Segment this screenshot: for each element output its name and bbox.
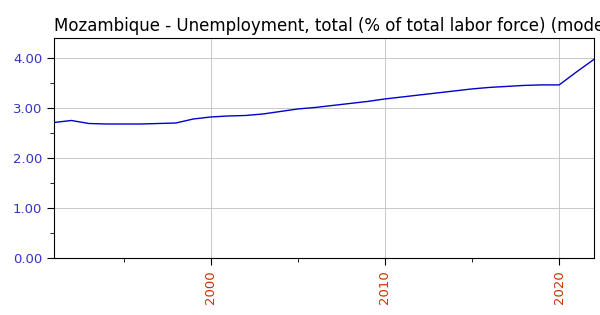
Text: Mozambique - Unemployment, total (% of total labor force) (modeled ILO estimate: Mozambique - Unemployment, total (% of t… (54, 17, 600, 35)
